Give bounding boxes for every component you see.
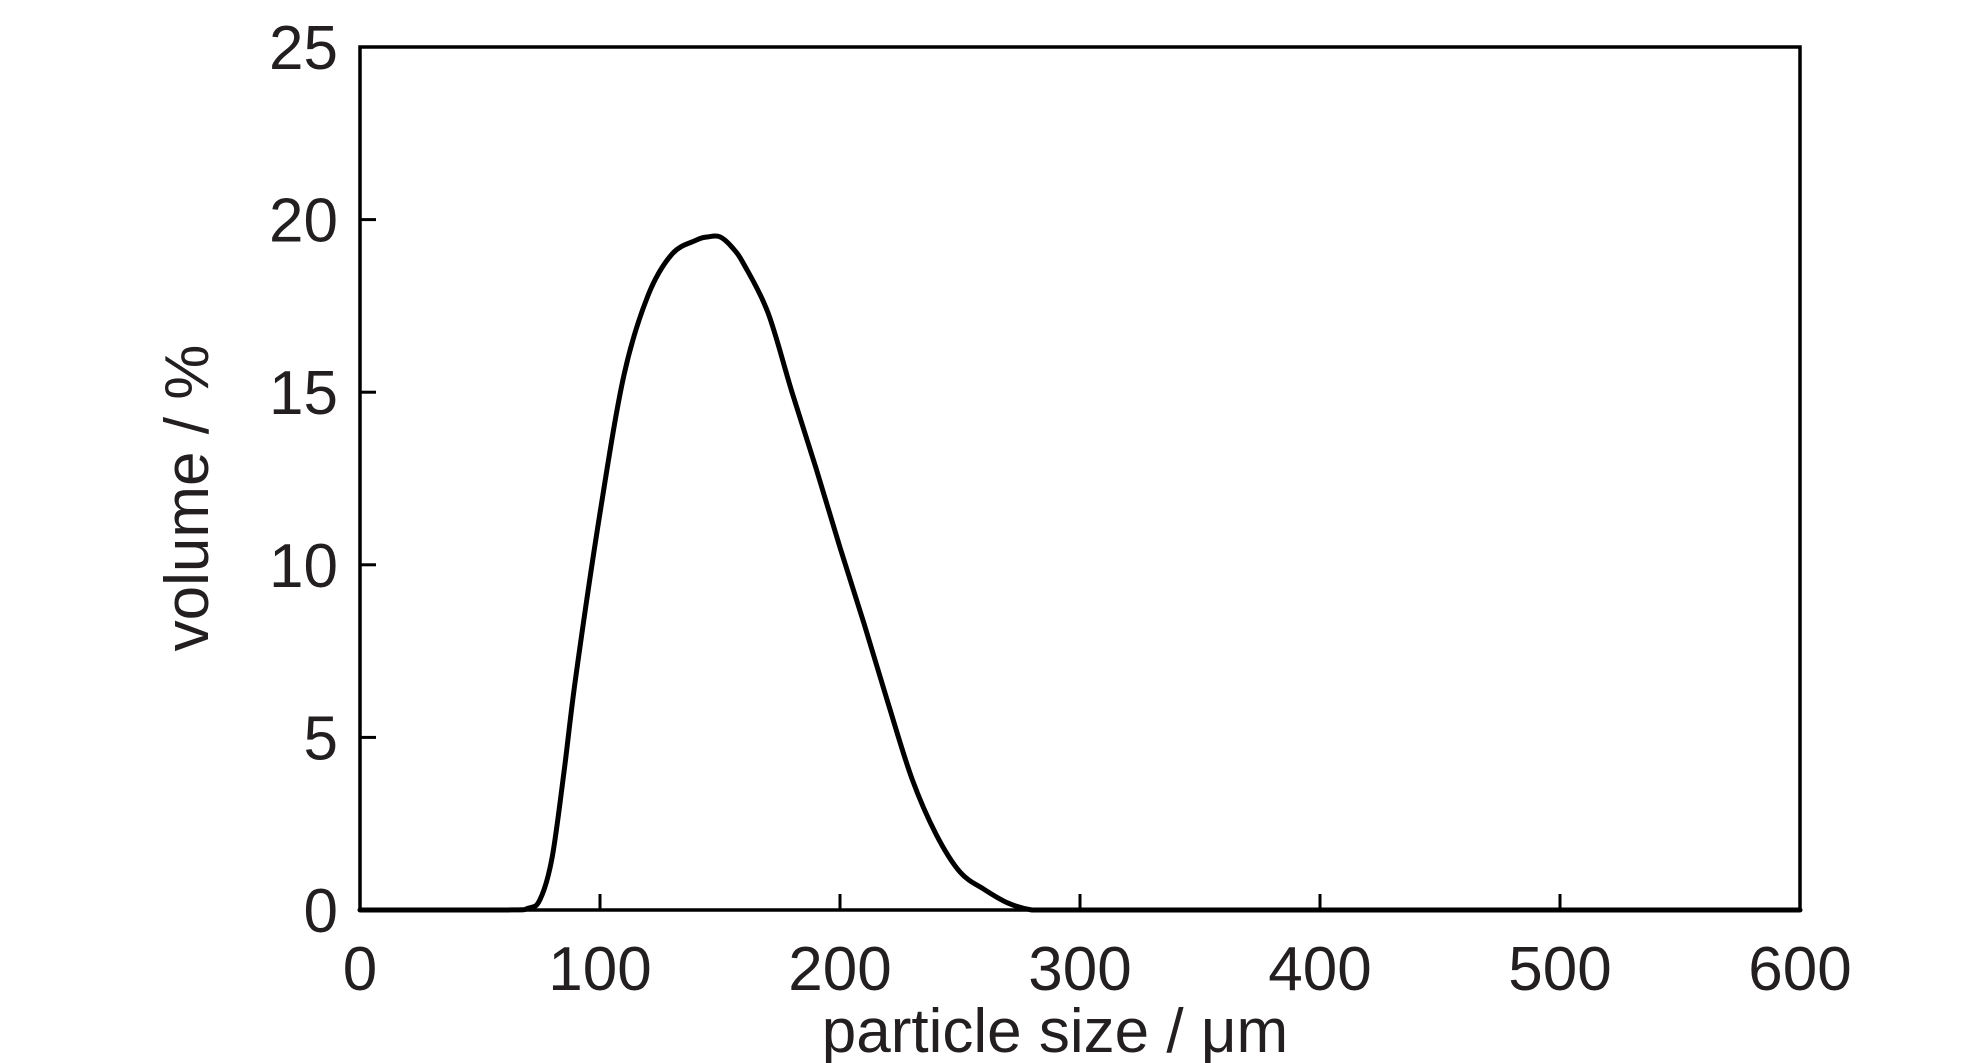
y-axis-ticks [360, 45, 376, 912]
y-tick-label: 15 [269, 359, 338, 428]
x-axis-title: particle size / μm [822, 997, 1288, 1063]
x-axis-tick-labels: 0 100 200 300 400 500 600 [343, 935, 1852, 1004]
y-axis-title: volume / % [153, 345, 222, 652]
y-tick-label: 5 [304, 704, 338, 773]
y-axis-tick-labels: 0 5 10 15 20 25 [269, 14, 338, 946]
y-tick-label: 0 [304, 877, 338, 946]
plot-frame [358, 45, 1802, 912]
x-axis-ticks [358, 894, 1802, 910]
x-tick-label: 200 [788, 935, 891, 1004]
y-tick-label: 10 [269, 532, 338, 601]
x-tick-label: 400 [1268, 935, 1371, 1004]
x-tick-label: 500 [1508, 935, 1611, 1004]
x-tick-label: 600 [1748, 935, 1851, 1004]
volume-distribution-line [357, 233, 1803, 913]
y-tick-label: 20 [269, 187, 338, 256]
x-tick-label: 100 [548, 935, 651, 1004]
x-tick-label: 0 [343, 935, 377, 1004]
y-tick-label: 25 [269, 14, 338, 83]
x-tick-label: 300 [1028, 935, 1131, 1004]
